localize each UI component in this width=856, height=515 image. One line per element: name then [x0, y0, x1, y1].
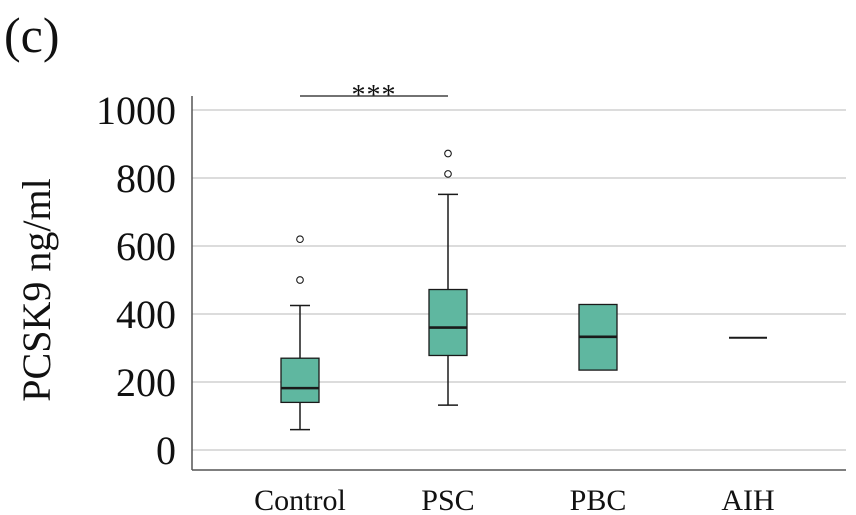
y-tick-label: 0 — [156, 428, 176, 473]
outlier-point — [444, 149, 452, 158]
box-psc — [428, 149, 468, 406]
y-tick-label: 600 — [116, 224, 176, 269]
x-tick-label: PBC — [570, 484, 627, 515]
x-tick-label: Control — [254, 484, 346, 515]
y-tick-label: 1000 — [96, 88, 176, 133]
annotations: *** — [300, 80, 448, 111]
axes — [191, 96, 846, 471]
box-iqr — [428, 288, 468, 357]
y-axis-label: PCSK9 ng/ml — [14, 178, 59, 401]
box-control — [280, 235, 320, 431]
significance-label: *** — [352, 80, 397, 111]
panel-label: (c) — [4, 7, 60, 63]
y-tick-label: 800 — [116, 156, 176, 201]
y-tick-label: 400 — [116, 292, 176, 337]
x-tick-label: AIH — [721, 484, 774, 515]
y-tick-label: 200 — [116, 360, 176, 405]
outlier-point — [296, 235, 304, 244]
y-tick-labels: 0 200 400 600 800 1000 — [96, 88, 176, 473]
outlier-point — [296, 276, 304, 284]
boxes — [280, 149, 767, 431]
box-pbc — [578, 303, 618, 371]
outlier-point — [444, 170, 452, 178]
x-tick-label: PSC — [421, 484, 474, 515]
box-iqr — [280, 357, 320, 404]
x-tick-labels: Control PSC PBC AIH — [254, 484, 775, 515]
